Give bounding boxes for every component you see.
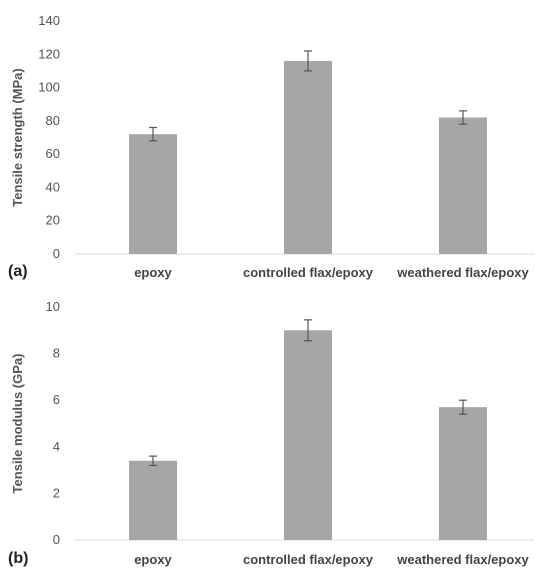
bar xyxy=(284,330,332,540)
y-tick-label: 2 xyxy=(53,485,60,500)
panel-label: (b) xyxy=(8,550,28,567)
y-tick-label: 100 xyxy=(38,80,60,95)
y-tick-label: 4 xyxy=(53,439,60,454)
y-tick-label: 60 xyxy=(46,146,60,161)
category-label: weathered flax/epoxy xyxy=(396,552,529,567)
y-tick-label: 20 xyxy=(46,213,60,228)
bar xyxy=(284,60,332,254)
y-tick-label: 120 xyxy=(38,46,60,61)
y-tick-label: 6 xyxy=(53,392,60,407)
panel-label: (a) xyxy=(8,263,28,280)
category-label: controlled flax/epoxy xyxy=(243,265,374,280)
chart-panel-b: 0 2 4 6 8 10 Tensile modulus (GPa) epoxy control… xyxy=(0,286,538,572)
y-tick-label: 80 xyxy=(46,113,60,128)
error-bar xyxy=(459,110,467,125)
error-bar xyxy=(149,126,157,142)
y-tick-label: 140 xyxy=(38,13,60,28)
error-bar xyxy=(304,50,312,72)
error-bar xyxy=(149,455,157,467)
tensile-modulus-chart: 0 2 4 6 8 10 Tensile modulus (GPa) epoxy control… xyxy=(8,299,534,567)
category-label: weathered flax/epoxy xyxy=(396,265,529,280)
y-tick-label: 0 xyxy=(53,532,60,547)
y-tick-label: 10 xyxy=(46,299,60,314)
error-bar xyxy=(304,319,312,342)
category-label: epoxy xyxy=(134,552,172,567)
bar xyxy=(439,407,487,540)
y-axis-label: Tensile modulus (GPa) xyxy=(10,354,25,494)
error-bar xyxy=(459,399,467,415)
tensile-strength-chart: 0 20 40 60 80 100 120 140 Tensile strength (MPa)… xyxy=(8,13,534,280)
bar xyxy=(129,134,177,254)
y-tick-label: 40 xyxy=(46,179,60,194)
bar xyxy=(129,460,177,540)
bar xyxy=(439,117,487,255)
chart-panel-a: 0 20 40 60 80 100 120 140 Tensile strength (MPa)… xyxy=(8,13,534,280)
y-axis-label: Tensile strength (MPa) xyxy=(10,68,25,206)
y-tick-label: 8 xyxy=(53,346,60,361)
y-tick-label: 0 xyxy=(53,246,60,261)
category-label: controlled flax/epoxy xyxy=(243,552,374,567)
category-label: epoxy xyxy=(134,265,172,280)
